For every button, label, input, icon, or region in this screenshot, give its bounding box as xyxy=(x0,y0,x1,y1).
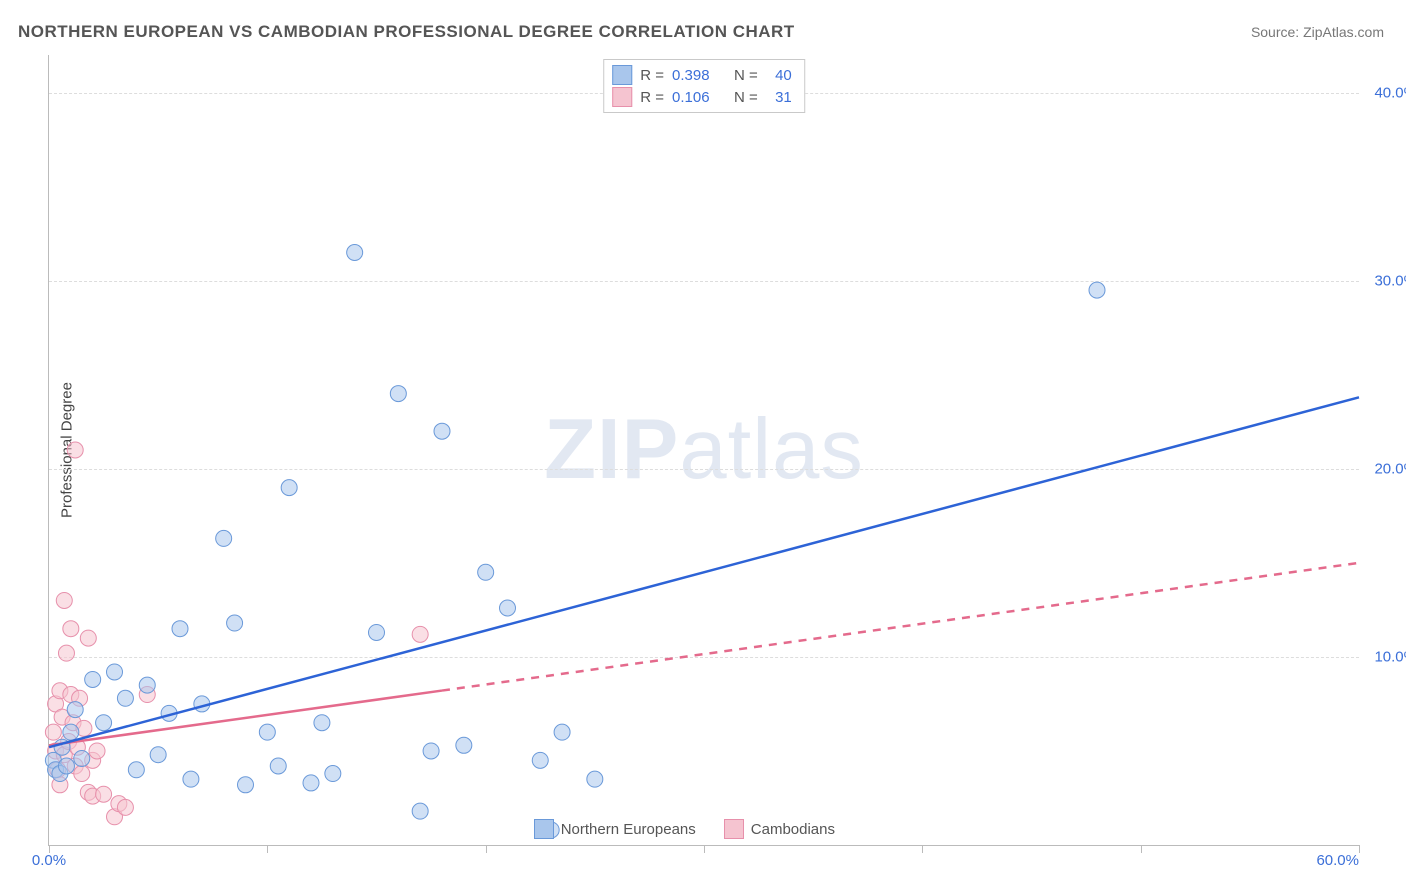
scatter-point-series2 xyxy=(45,724,61,740)
regression-line-series1 xyxy=(49,397,1359,747)
stats-legend: R =0.398N =40R =0.106N =31 xyxy=(603,59,805,113)
scatter-point-series1 xyxy=(303,775,319,791)
y-tick-label: 10.0% xyxy=(1369,648,1406,665)
legend-label: Cambodians xyxy=(751,821,835,838)
x-tick xyxy=(704,845,705,853)
scatter-point-series1 xyxy=(117,690,133,706)
x-tick-label: 60.0% xyxy=(1316,852,1359,869)
legend-item: Northern Europeans xyxy=(534,819,696,839)
x-tick xyxy=(1359,845,1360,853)
legend-item: Cambodians xyxy=(724,819,835,839)
scatter-point-series2 xyxy=(74,766,90,782)
scatter-point-series1 xyxy=(554,724,570,740)
scatter-point-series2 xyxy=(117,799,133,815)
x-tick xyxy=(1141,845,1142,853)
scatter-point-series1 xyxy=(128,762,144,778)
y-tick-label: 30.0% xyxy=(1369,272,1406,289)
regression-line-series2 xyxy=(442,563,1359,691)
scatter-point-series2 xyxy=(89,743,105,759)
scatter-point-series1 xyxy=(259,724,275,740)
scatter-point-series1 xyxy=(183,771,199,787)
scatter-point-series1 xyxy=(67,702,83,718)
scatter-point-series1 xyxy=(58,758,74,774)
source-label: Source: ZipAtlas.com xyxy=(1251,24,1384,40)
scatter-point-series1 xyxy=(96,715,112,731)
scatter-point-series2 xyxy=(412,626,428,642)
legend-swatch xyxy=(534,819,554,839)
legend-swatch xyxy=(612,87,632,107)
scatter-point-series1 xyxy=(63,724,79,740)
scatter-point-series1 xyxy=(412,803,428,819)
stats-legend-row: R =0.106N =31 xyxy=(612,86,792,108)
scatter-svg xyxy=(49,55,1359,845)
scatter-point-series1 xyxy=(85,671,101,687)
scatter-point-series1 xyxy=(107,664,123,680)
scatter-point-series1 xyxy=(216,530,232,546)
scatter-point-series2 xyxy=(67,442,83,458)
scatter-point-series1 xyxy=(139,677,155,693)
x-tick xyxy=(922,845,923,853)
series-legend: Northern Europeans Cambodians xyxy=(534,819,835,839)
scatter-point-series2 xyxy=(63,621,79,637)
scatter-point-series1 xyxy=(347,245,363,261)
y-tick-label: 40.0% xyxy=(1369,84,1406,101)
scatter-point-series1 xyxy=(74,750,90,766)
scatter-point-series1 xyxy=(172,621,188,637)
scatter-point-series1 xyxy=(532,752,548,768)
scatter-point-series1 xyxy=(390,386,406,402)
scatter-point-series1 xyxy=(325,766,341,782)
scatter-point-series1 xyxy=(227,615,243,631)
scatter-point-series1 xyxy=(434,423,450,439)
scatter-point-series2 xyxy=(58,645,74,661)
scatter-point-series1 xyxy=(587,771,603,787)
scatter-point-series2 xyxy=(56,592,72,608)
y-tick-label: 20.0% xyxy=(1369,460,1406,477)
scatter-point-series1 xyxy=(314,715,330,731)
x-tick-label: 0.0% xyxy=(32,852,66,869)
x-tick xyxy=(486,845,487,853)
legend-swatch xyxy=(724,819,744,839)
legend-swatch xyxy=(612,65,632,85)
chart-title: NORTHERN EUROPEAN VS CAMBODIAN PROFESSIO… xyxy=(18,22,795,42)
x-tick xyxy=(267,845,268,853)
stats-legend-row: R =0.398N =40 xyxy=(612,64,792,86)
plot-area: Professional Degree ZIPatlas 10.0%20.0%3… xyxy=(48,55,1359,846)
scatter-point-series1 xyxy=(456,737,472,753)
scatter-point-series1 xyxy=(369,624,385,640)
scatter-point-series1 xyxy=(150,747,166,763)
scatter-point-series1 xyxy=(270,758,286,774)
scatter-point-series1 xyxy=(500,600,516,616)
scatter-point-series2 xyxy=(80,630,96,646)
scatter-point-series1 xyxy=(281,480,297,496)
scatter-point-series1 xyxy=(238,777,254,793)
scatter-point-series1 xyxy=(423,743,439,759)
legend-label: Northern Europeans xyxy=(561,821,696,838)
scatter-point-series1 xyxy=(1089,282,1105,298)
scatter-point-series1 xyxy=(478,564,494,580)
scatter-point-series2 xyxy=(96,786,112,802)
